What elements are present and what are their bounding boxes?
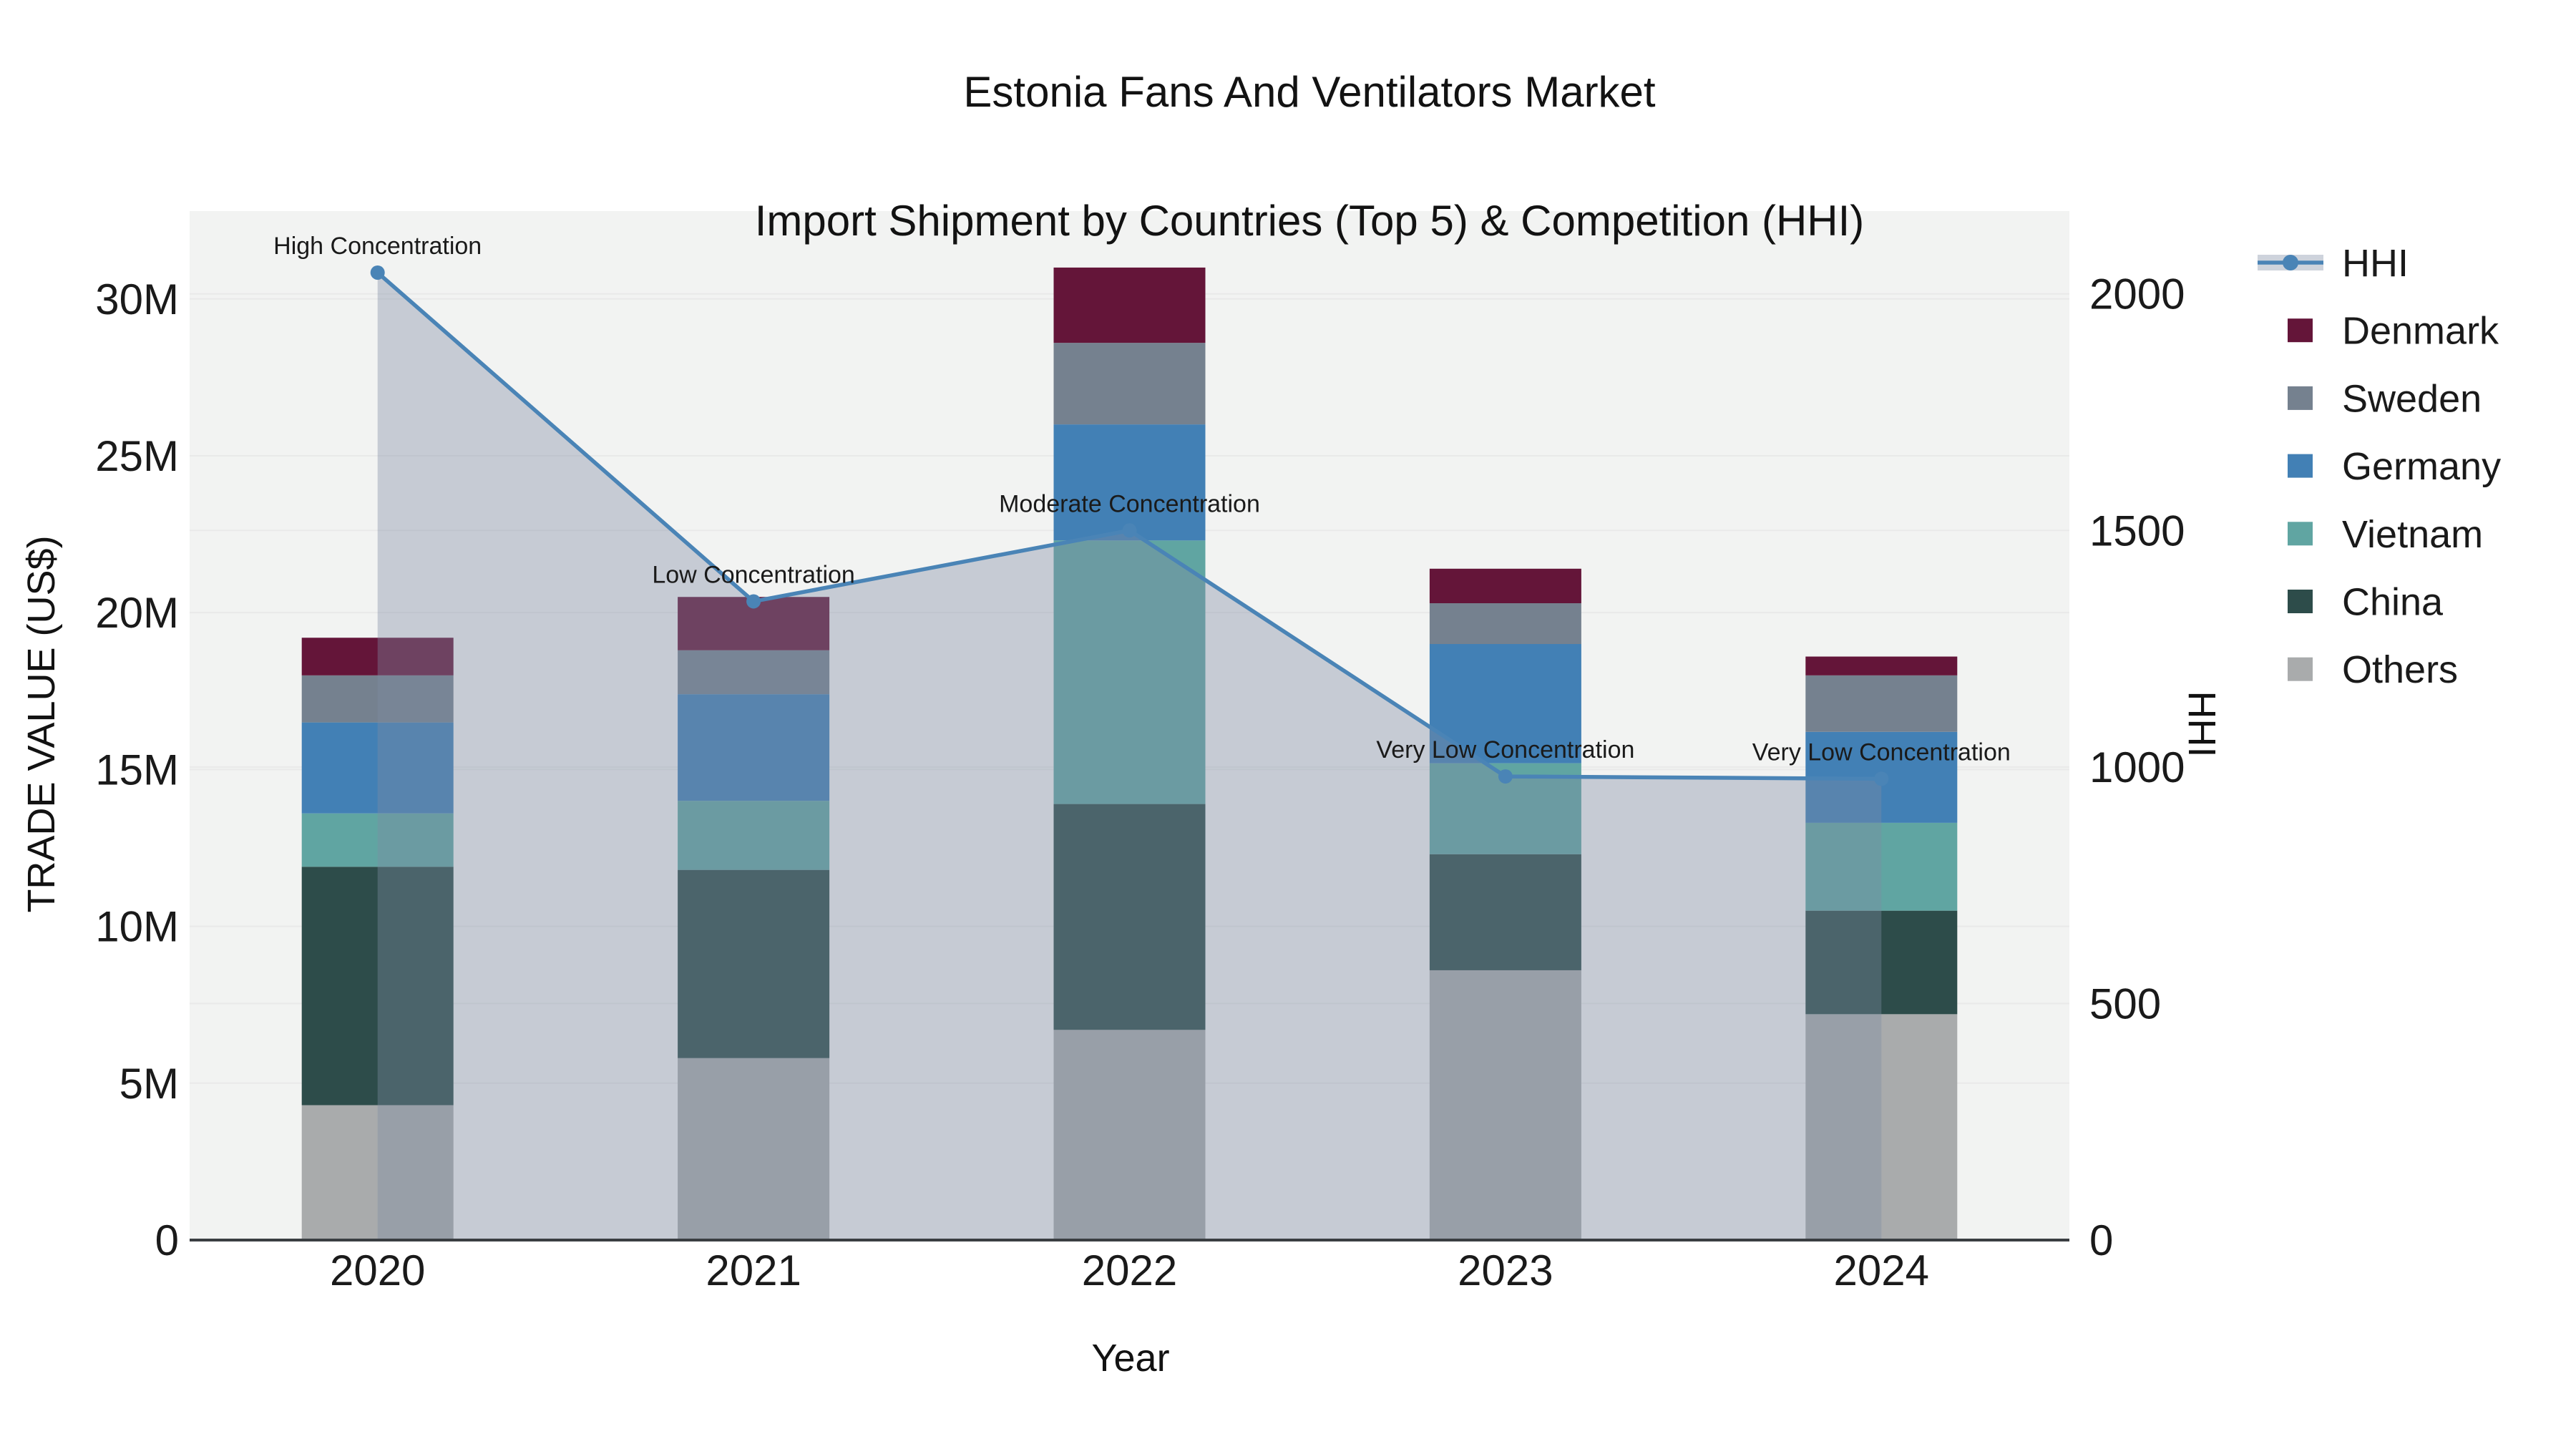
bar-segment-2020-vietnam[interactable]	[301, 813, 454, 867]
bar-segment-2021-sweden[interactable]	[678, 650, 830, 695]
bar-segment-2024-others[interactable]	[1805, 1014, 1958, 1240]
legend-swatch-vietnam	[2288, 522, 2313, 546]
x-tick-label-2022: 2022	[1082, 1246, 1177, 1294]
legend-swatch-others	[2288, 657, 2313, 681]
hhi-point-2021[interactable]	[746, 594, 761, 609]
y-tick-label-0: 0	[155, 1216, 179, 1264]
legend-item-others[interactable]: Others	[2288, 648, 2458, 691]
legend-swatch-denmark	[2288, 318, 2313, 343]
bar-segment-2023-others[interactable]	[1429, 970, 1581, 1240]
legend-swatch-germany	[2288, 454, 2313, 478]
bar-segment-2022-vietnam[interactable]	[1053, 540, 1206, 804]
bar-segment-2024-vietnam[interactable]	[1805, 822, 1958, 911]
hhi-area-fill	[377, 272, 1882, 1240]
annotation-2023: Very Low Concentration	[1376, 736, 1634, 763]
legend-item-vietnam[interactable]: Vietnam	[2288, 513, 2483, 556]
chart-title-line1: Estonia Fans And Ventilators Market	[963, 68, 1656, 116]
annotation-2024: Very Low Concentration	[1752, 738, 2011, 766]
legend-swatch-sweden	[2288, 386, 2313, 410]
bar-segment-2021-china[interactable]	[678, 869, 830, 1058]
chart-title-line2: Import Shipment by Countries (Top 5) & C…	[754, 197, 1865, 245]
legend-label-hhi: HHI	[2342, 242, 2409, 285]
bar-segment-2023-china[interactable]	[1429, 854, 1581, 970]
legend-label-germany: Germany	[2342, 445, 2501, 488]
legend-label-others: Others	[2342, 648, 2458, 691]
bar-segment-2024-sweden[interactable]	[1805, 675, 1958, 732]
y-axis-title: TRADE VALUE (US$)	[20, 535, 63, 913]
legend-label-vietnam: Vietnam	[2342, 513, 2483, 556]
bar-segment-2023-sweden[interactable]	[1429, 603, 1581, 645]
y2-tick-label-0: 0	[2089, 1216, 2113, 1264]
y2-tick-label-2000: 2000	[2089, 270, 2185, 318]
bar-segment-2022-others[interactable]	[1053, 1030, 1206, 1240]
x-tick-label-2020: 2020	[330, 1246, 425, 1294]
bar-segment-2022-china[interactable]	[1053, 804, 1206, 1030]
bar-segment-2021-vietnam[interactable]	[678, 801, 830, 870]
bar-segment-2022-denmark[interactable]	[1053, 267, 1206, 343]
legend-item-germany[interactable]: Germany	[2288, 445, 2501, 488]
chart-title: Estonia Fans And Ventilators Market Impo…	[0, 60, 2576, 253]
x-tick-label-2024: 2024	[1834, 1246, 1929, 1294]
hhi-point-2020[interactable]	[370, 265, 385, 280]
legend-label-denmark: Denmark	[2342, 310, 2499, 353]
y-tick-label-30M: 30M	[95, 275, 179, 323]
legend-item-china[interactable]: China	[2288, 581, 2444, 624]
y2-tick-label-1000: 1000	[2089, 743, 2185, 791]
bar-segment-2020-china[interactable]	[301, 867, 454, 1106]
hhi-point-2023[interactable]	[1498, 769, 1513, 784]
y-tick-label-25M: 25M	[95, 432, 179, 480]
legend-item-denmark[interactable]: Denmark	[2288, 310, 2499, 353]
annotation-2020: High Concentration	[273, 233, 482, 260]
bar-segment-2020-sweden[interactable]	[301, 675, 454, 723]
bar-segment-2020-germany[interactable]	[301, 722, 454, 814]
bar-segment-2023-denmark[interactable]	[1429, 568, 1581, 604]
legend-item-hhi[interactable]: HHI	[2258, 242, 2409, 285]
y-tick-label-15M: 15M	[95, 746, 179, 794]
x-tick-label-2023: 2023	[1458, 1246, 1553, 1294]
legend-item-sweden[interactable]: Sweden	[2288, 377, 2482, 420]
annotation-2021: Low Concentration	[652, 561, 855, 588]
legend-label-sweden: Sweden	[2342, 377, 2482, 420]
hhi-point-2024[interactable]	[1874, 771, 1889, 786]
legend-swatch-hhi-marker-icon	[2283, 255, 2298, 270]
bar-segment-2020-denmark[interactable]	[301, 638, 454, 675]
y2-tick-label-500: 500	[2089, 980, 2161, 1028]
y-tick-label-20M: 20M	[95, 589, 179, 637]
bar-segment-2024-china[interactable]	[1805, 910, 1958, 1015]
bar-segment-2021-others[interactable]	[678, 1058, 830, 1240]
x-tick-label-2021: 2021	[706, 1246, 801, 1294]
bar-segment-2024-denmark[interactable]	[1805, 656, 1958, 675]
y-tick-label-5M: 5M	[119, 1060, 179, 1108]
bar-segment-2020-others[interactable]	[301, 1105, 454, 1240]
annotation-2022: Moderate Concentration	[999, 490, 1260, 517]
y2-axis-title: HHI	[2180, 691, 2223, 758]
legend-label-china: China	[2342, 581, 2444, 624]
bar-segment-2022-germany[interactable]	[1053, 424, 1206, 541]
hhi-point-2022[interactable]	[1122, 523, 1137, 538]
legend-swatch-china	[2288, 590, 2313, 613]
y2-tick-label-1500: 1500	[2089, 507, 2185, 555]
x-axis-title: Year	[1091, 1337, 1170, 1380]
bar-segment-2021-germany[interactable]	[678, 694, 830, 801]
bar-segment-2022-sweden[interactable]	[1053, 343, 1206, 425]
y-tick-label-10M: 10M	[95, 903, 179, 951]
